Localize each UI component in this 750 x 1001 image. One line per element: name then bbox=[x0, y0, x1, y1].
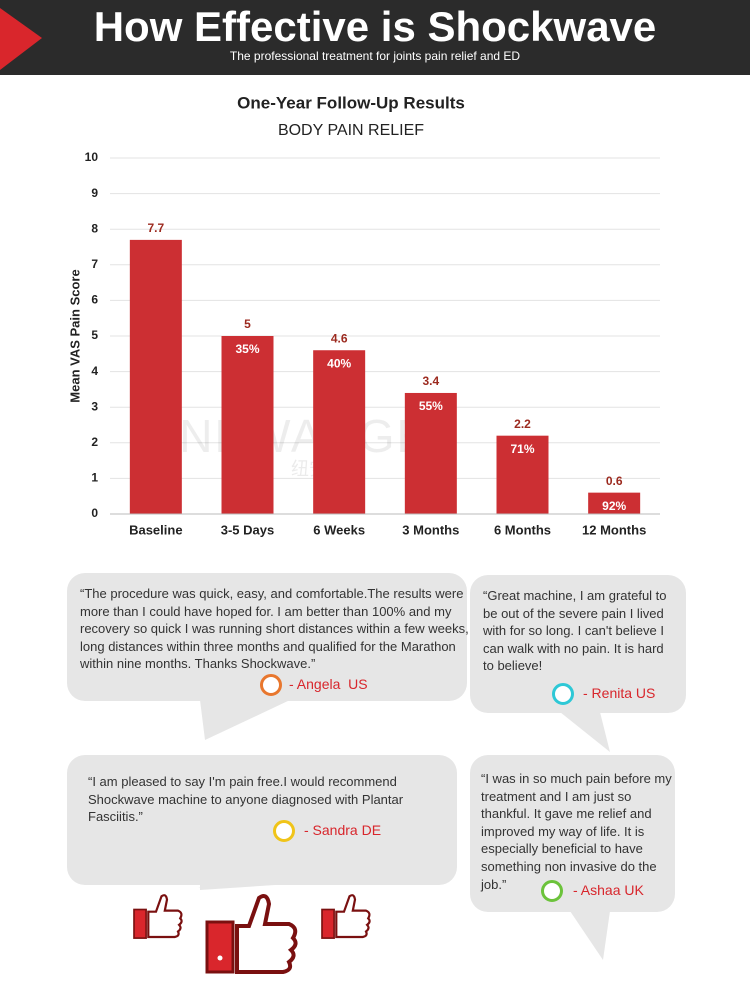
speech-bubble bbox=[470, 755, 675, 912]
reduction-label: 35% bbox=[235, 342, 259, 356]
smiley-icon bbox=[273, 820, 295, 842]
testimonial-quote: “The procedure was quick, easy, and comf… bbox=[80, 586, 469, 672]
y-tick-label: 3 bbox=[91, 399, 98, 413]
x-tick-label: 12 Months bbox=[582, 522, 646, 537]
y-tick-label: 10 bbox=[85, 150, 99, 164]
value-label: 7.7 bbox=[147, 221, 164, 235]
x-tick-label: Baseline bbox=[129, 522, 182, 537]
chart-subtitle: BODY PAIN RELIEF bbox=[278, 122, 424, 139]
bar bbox=[313, 350, 366, 514]
x-tick-label: 3-5 Days bbox=[221, 522, 274, 537]
bar bbox=[404, 392, 457, 514]
value-label: 0.6 bbox=[606, 474, 623, 488]
chart: 012345678910NEWANGEL纽安美Baseline7.73-5 Da… bbox=[85, 150, 660, 537]
value-label: 5 bbox=[244, 317, 251, 331]
y-tick-label: 7 bbox=[91, 257, 98, 271]
y-tick-label: 5 bbox=[91, 328, 98, 342]
bar bbox=[496, 435, 549, 514]
thumbs-icons bbox=[133, 894, 371, 974]
reduction-label: 71% bbox=[510, 442, 534, 456]
testimonial-author: - Angela US bbox=[289, 676, 368, 692]
speech-bubble-tail bbox=[560, 712, 610, 752]
thumb-icon bbox=[321, 894, 371, 939]
speech-bubble-tail bbox=[570, 911, 610, 960]
y-tick-label: 0 bbox=[91, 506, 98, 520]
x-tick-label: 3 Months bbox=[402, 522, 459, 537]
smiley-icon bbox=[260, 674, 282, 696]
speech-bubble bbox=[67, 755, 457, 885]
reduction-label: 92% bbox=[602, 499, 626, 513]
y-tick-label: 4 bbox=[91, 364, 98, 378]
header-triangle bbox=[0, 8, 42, 70]
y-tick-label: 2 bbox=[91, 435, 98, 449]
value-label: 2.2 bbox=[514, 417, 531, 431]
header-subtitle: The professional treatment for joints pa… bbox=[230, 49, 520, 63]
value-label: 3.4 bbox=[422, 374, 439, 388]
speech-bubble bbox=[67, 573, 467, 701]
bar bbox=[221, 336, 274, 514]
y-tick-label: 9 bbox=[91, 186, 98, 200]
testimonial-author: - Sandra DE bbox=[304, 822, 382, 838]
speech-bubble-tail bbox=[200, 700, 290, 740]
speech-bubble bbox=[470, 575, 686, 713]
thumb-icon bbox=[205, 894, 298, 974]
reduction-label: 55% bbox=[419, 399, 443, 413]
bar bbox=[129, 239, 182, 514]
thumb-icon bbox=[133, 894, 183, 939]
reduction-label: 40% bbox=[327, 356, 351, 370]
y-tick-label: 8 bbox=[91, 221, 98, 235]
testimonial-quote: “I am pleased to say I'm pain free.I wou… bbox=[88, 774, 404, 825]
y-tick-label: 6 bbox=[91, 293, 98, 307]
y-axis-label: Mean VAS Pain Score bbox=[67, 269, 82, 402]
testimonial-author: - Ashaa UK bbox=[573, 882, 644, 898]
smiley-icon bbox=[552, 683, 574, 705]
y-tick-label: 1 bbox=[91, 471, 98, 485]
header-bar bbox=[0, 0, 750, 75]
testimonial-quote: “Great machine, I am grateful to be out … bbox=[483, 588, 667, 674]
speech-bubble-tail bbox=[198, 884, 285, 888]
value-label: 4.6 bbox=[331, 331, 348, 345]
testimonial-quote: “I was in so much pain before my treatme… bbox=[481, 771, 672, 892]
header-title: How Effective is Shockwave bbox=[94, 3, 657, 50]
x-tick-label: 6 Months bbox=[494, 522, 551, 537]
bar bbox=[588, 492, 641, 514]
testimonial-author: - Renita US bbox=[583, 685, 656, 701]
x-tick-label: 6 Weeks bbox=[313, 522, 365, 537]
smiley-icon bbox=[541, 880, 563, 902]
chart-title: One-Year Follow-Up Results bbox=[237, 93, 465, 112]
